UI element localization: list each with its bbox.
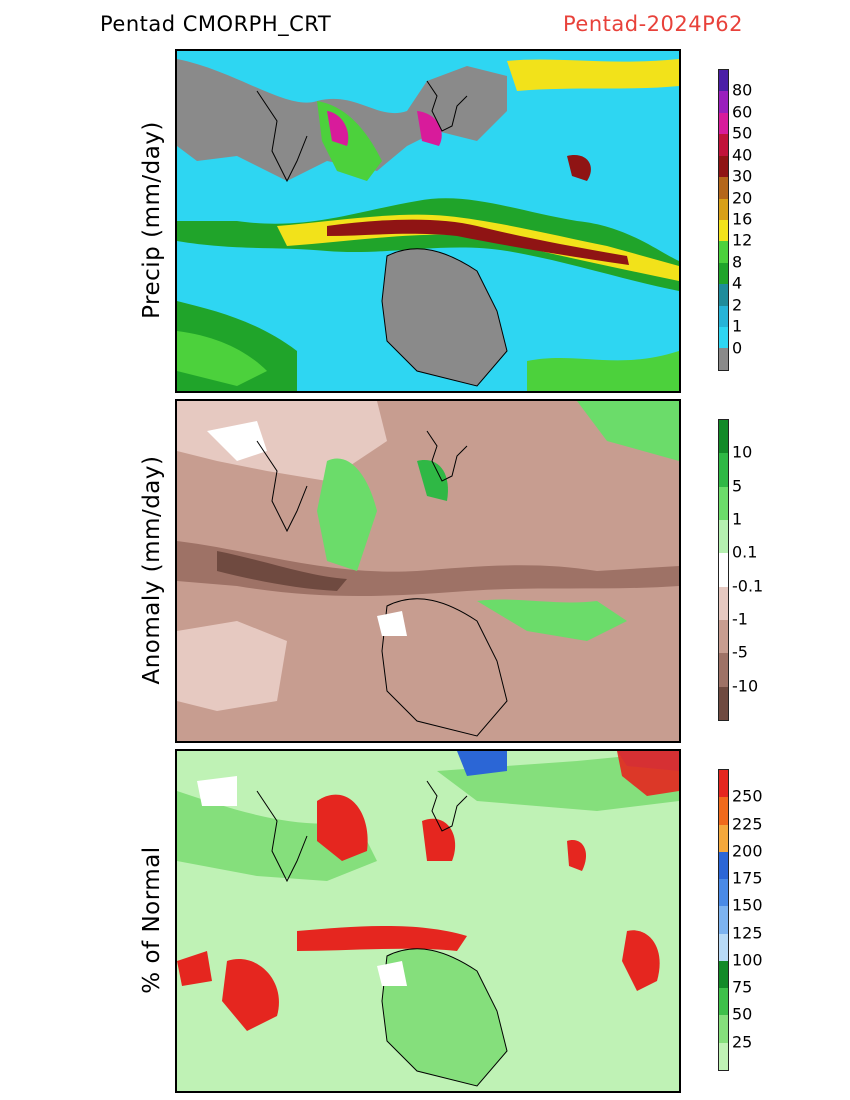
colorbar-label: -10 <box>732 676 759 696</box>
colorbar-segment <box>719 519 728 554</box>
colorbar-label: 50 <box>732 1004 753 1024</box>
colorbar-label: 2 <box>732 295 743 315</box>
colorbar-segment <box>719 305 728 328</box>
colorbar-label: 8 <box>732 252 743 272</box>
colorbar-label: 80 <box>732 80 753 100</box>
colorbar-segment <box>719 553 728 587</box>
ylabel-precip: Precip (mm/day) <box>139 121 165 319</box>
colorbar-segment <box>719 879 728 907</box>
colorbar-segment <box>719 486 728 520</box>
colorbar-segment <box>719 686 728 720</box>
colorbar-label: 4 <box>732 273 743 293</box>
colorbar-label: 25 <box>732 1032 753 1052</box>
colorbar-label: 125 <box>732 923 763 943</box>
title-left: Pentad CMORPH_CRT <box>100 12 332 36</box>
map-precip <box>175 49 681 393</box>
map-anomaly <box>175 399 681 743</box>
colorbar-segment <box>719 241 728 263</box>
ylabel-percent: % of Normal <box>139 846 165 994</box>
colorbar-segment <box>719 219 728 242</box>
colorbar-label: 40 <box>732 145 753 165</box>
colorbar-segment <box>719 851 728 880</box>
colorbar-label: 0 <box>732 338 743 358</box>
colorbar-label: 150 <box>732 895 763 915</box>
colorbar-label: -5 <box>732 642 748 662</box>
colorbar-segment <box>719 262 728 285</box>
colorbar-label: 250 <box>732 786 763 806</box>
colorbar-percent <box>718 769 729 1071</box>
colorbar-label: -1 <box>732 609 748 629</box>
colorbar-segment <box>719 960 728 989</box>
colorbar-segment <box>719 988 728 1016</box>
colorbar-precip <box>718 69 729 371</box>
colorbar-segment <box>719 327 728 349</box>
title-right: Pentad-2024P62 <box>563 12 743 36</box>
colorbar-label: 20 <box>732 188 753 208</box>
colorbar-segment <box>719 1042 728 1070</box>
colorbar-label: 30 <box>732 166 753 186</box>
colorbar-label: -0.1 <box>732 576 764 596</box>
colorbar-label: 1 <box>732 509 743 529</box>
colorbar-label: 100 <box>732 950 763 970</box>
colorbar-label: 10 <box>732 442 753 462</box>
colorbar-segment <box>719 770 728 798</box>
colorbar-segment <box>719 453 728 487</box>
colorbar-segment <box>719 348 728 370</box>
colorbar-label: 50 <box>732 123 753 143</box>
colorbar-segment <box>719 586 728 620</box>
colorbar-segment <box>719 177 728 199</box>
colorbar-segment <box>719 933 728 961</box>
colorbar-label: 75 <box>732 977 753 997</box>
colorbar-segment <box>719 112 728 135</box>
colorbar-label: 1 <box>732 316 743 336</box>
colorbar-label: 16 <box>732 209 753 229</box>
colorbar-segment <box>719 155 728 178</box>
colorbar-label: 12 <box>732 230 753 250</box>
colorbar-segment <box>719 1015 728 1043</box>
ylabel-anomaly: Anomaly (mm/day) <box>139 455 165 685</box>
map-percent <box>175 749 681 1093</box>
colorbar-label: 175 <box>732 868 763 888</box>
colorbar-segment <box>719 824 728 852</box>
colorbar-segment <box>719 797 728 825</box>
colorbar-segment <box>719 198 728 220</box>
colorbar-anomaly <box>718 419 729 721</box>
colorbar-segment <box>719 134 728 156</box>
colorbar-label: 0.1 <box>732 542 758 562</box>
colorbar-segment <box>719 619 728 654</box>
colorbar-segment <box>719 420 728 454</box>
colorbar-label: 225 <box>732 814 763 834</box>
colorbar-label: 5 <box>732 476 743 496</box>
colorbar-label: 200 <box>732 841 763 861</box>
colorbar-segment <box>719 91 728 113</box>
colorbar-segment <box>719 70 728 92</box>
colorbar-label: 60 <box>732 102 753 122</box>
colorbar-segment <box>719 653 728 687</box>
colorbar-segment <box>719 906 728 934</box>
colorbar-segment <box>719 284 728 306</box>
